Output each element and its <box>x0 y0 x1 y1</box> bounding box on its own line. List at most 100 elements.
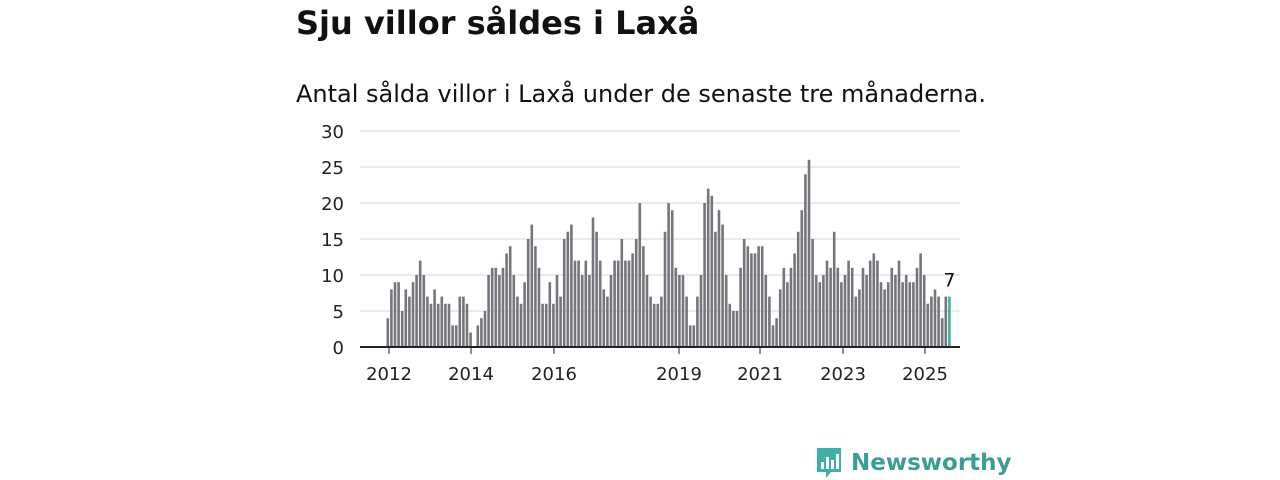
bar <box>879 282 883 347</box>
bar <box>926 303 930 347</box>
bar <box>728 303 732 347</box>
bar <box>620 239 624 347</box>
bar <box>660 296 663 347</box>
bar <box>580 275 584 347</box>
bar <box>541 303 544 347</box>
bar <box>836 267 840 347</box>
bar <box>894 275 897 347</box>
bar <box>868 260 872 347</box>
bar <box>386 318 390 347</box>
bar <box>832 231 836 347</box>
bar <box>451 325 454 347</box>
bar <box>750 253 753 347</box>
bar <box>462 296 465 347</box>
bar <box>602 289 606 347</box>
bar <box>717 210 721 347</box>
bar <box>825 260 829 347</box>
bar <box>512 275 516 347</box>
y-tick-label: 25 <box>321 158 344 179</box>
bar <box>804 174 807 347</box>
bar <box>415 275 418 347</box>
bar <box>598 260 602 347</box>
bar <box>487 275 490 347</box>
x-tick-label: 2019 <box>656 364 702 385</box>
bar <box>440 296 444 347</box>
y-tick-label: 20 <box>321 194 344 215</box>
bar <box>876 260 879 347</box>
bar <box>426 296 429 347</box>
bar <box>436 303 440 347</box>
bar <box>901 282 904 347</box>
newsworthy-icon <box>817 448 841 478</box>
bar <box>490 267 494 347</box>
y-tick-label: 30 <box>321 122 344 143</box>
bar <box>854 296 858 347</box>
bar <box>397 282 400 347</box>
bar <box>678 275 681 347</box>
bar <box>627 260 631 347</box>
bar <box>483 311 487 347</box>
bar <box>523 282 526 347</box>
bar <box>771 325 775 347</box>
bar <box>721 224 724 347</box>
bar <box>652 303 656 347</box>
bar <box>390 289 393 347</box>
bar <box>577 260 580 347</box>
highlight-value-label: 7 <box>943 270 955 292</box>
bar <box>872 253 876 347</box>
bar <box>861 267 865 347</box>
bar <box>544 303 548 347</box>
bar <box>919 253 922 347</box>
bar <box>933 289 937 347</box>
bar <box>516 296 519 347</box>
bar <box>667 203 670 347</box>
bar <box>505 253 508 347</box>
bar <box>764 275 768 347</box>
bar <box>498 275 501 347</box>
bar <box>897 260 901 347</box>
bar <box>818 282 822 347</box>
bar <box>793 253 796 347</box>
bar <box>573 260 577 347</box>
bar <box>548 282 552 347</box>
bar <box>559 296 562 347</box>
bar <box>634 239 638 347</box>
bar <box>555 275 559 347</box>
bar <box>786 282 789 347</box>
bar <box>642 246 645 347</box>
bar <box>674 267 678 347</box>
bar <box>429 303 433 347</box>
bar <box>940 318 944 347</box>
bar <box>670 210 674 347</box>
bar <box>393 282 397 347</box>
bar <box>591 217 595 347</box>
bar <box>433 289 436 347</box>
bar <box>645 275 649 347</box>
bar <box>609 275 613 347</box>
bar <box>624 260 627 347</box>
bar <box>886 282 890 347</box>
bar <box>418 260 422 347</box>
newsworthy-logo: Newsworthy <box>815 446 1012 480</box>
brand-name: Newsworthy <box>851 450 1012 476</box>
page-title: Sju villor såldes i Laxå <box>296 4 700 42</box>
bar <box>649 296 652 347</box>
bar <box>411 282 415 347</box>
bar <box>454 325 458 347</box>
bar <box>703 203 706 347</box>
bar <box>408 296 411 347</box>
bar <box>822 275 825 347</box>
x-tick-label: 2014 <box>448 364 494 385</box>
bar <box>458 296 462 347</box>
bar <box>476 325 480 347</box>
bar <box>681 275 685 347</box>
bar <box>552 303 555 347</box>
x-tick-label: 2012 <box>366 364 412 385</box>
bar <box>800 210 804 347</box>
bar <box>570 224 573 347</box>
bar <box>890 267 894 347</box>
bar <box>757 246 760 347</box>
bar <box>742 239 746 347</box>
bar <box>696 296 699 347</box>
bar <box>444 303 447 347</box>
